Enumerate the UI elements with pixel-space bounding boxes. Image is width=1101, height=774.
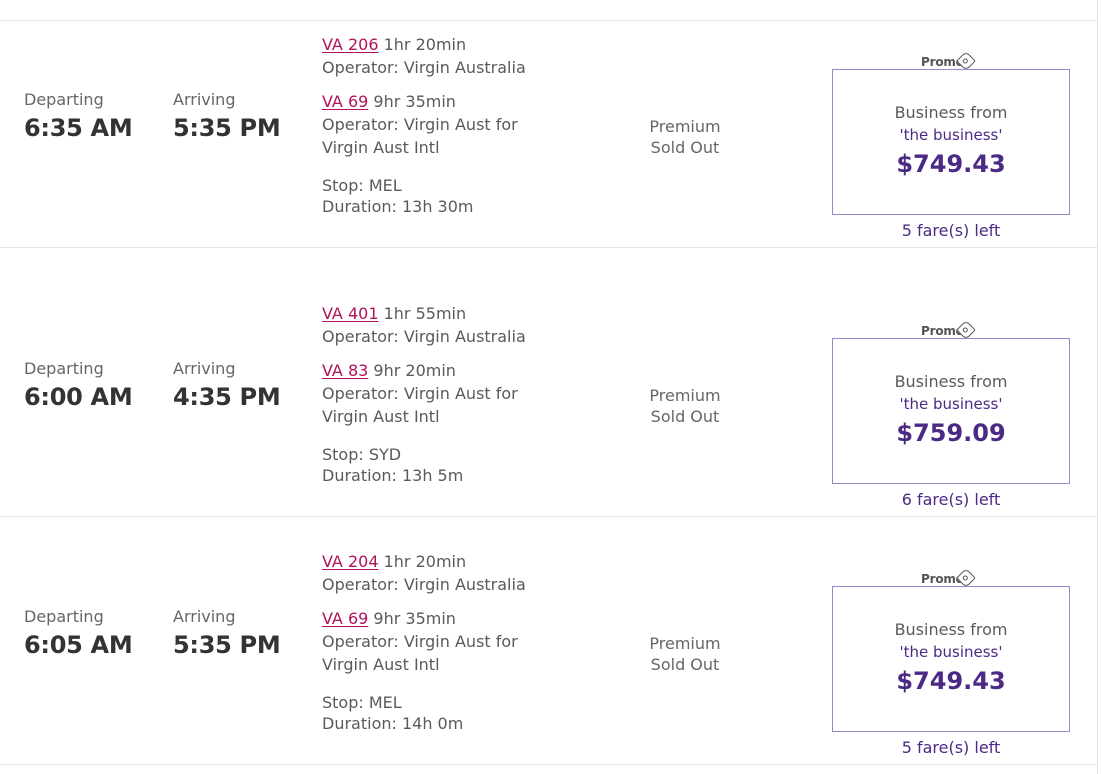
segment: VA 69 9hr 35min Operator: Virgin Aust fo…: [322, 90, 622, 159]
fares-left: 5 fare(s) left: [901, 221, 1001, 240]
promo-badge: Promo: [916, 320, 980, 345]
departure-time: 6:05 AM: [24, 631, 133, 659]
flight-details: VA 204 1hr 20min Operator: Virgin Austra…: [322, 550, 622, 734]
segment: VA 206 1hr 20min Operator: Virgin Austra…: [322, 33, 622, 79]
fare-brand: 'the business': [899, 126, 1003, 144]
segment-duration: 1hr 20min: [383, 552, 467, 571]
departing-label: Departing: [24, 359, 104, 378]
fares-left: 5 fare(s) left: [901, 738, 1001, 757]
premium-fare-status: Premium Sold Out: [620, 633, 750, 675]
fare-class: Business from: [894, 372, 1008, 391]
departure-time: 6:35 AM: [24, 114, 133, 142]
previous-row-edge: [0, 0, 1097, 21]
flight-number-link[interactable]: VA 206: [322, 35, 379, 54]
flight-number-link[interactable]: VA 69: [322, 609, 369, 628]
premium-label: Premium: [649, 634, 721, 653]
arrival-time: 5:35 PM: [173, 114, 281, 142]
flight-row: Departing 6:35 AM Arriving 5:35 PM VA 20…: [0, 0, 1097, 248]
stop: Stop: MEL: [322, 693, 402, 712]
operator: Operator: Virgin Aust for: [322, 632, 518, 651]
arrival: Arriving 5:35 PM: [173, 607, 281, 661]
business-fare-button[interactable]: Business from 'the business' $749.43: [832, 69, 1070, 215]
promo-label: Promo: [921, 324, 964, 338]
operator: Operator: Virgin Australia: [322, 327, 526, 346]
promo-badge: Promo: [916, 568, 980, 593]
arrival: Arriving 4:35 PM: [173, 359, 281, 413]
segment: VA 69 9hr 35min Operator: Virgin Aust fo…: [322, 607, 622, 676]
stop-info: Stop: SYD Duration: 13h 5m: [322, 444, 622, 486]
fare-class: Business from: [894, 103, 1008, 122]
operator: Operator: Virgin Aust for: [322, 115, 518, 134]
operator-continued: Virgin Aust Intl: [322, 407, 440, 426]
fare-price: $749.43: [896, 667, 1006, 695]
sold-out-label: Sold Out: [650, 655, 720, 674]
sold-out-label: Sold Out: [650, 407, 720, 426]
arrival-time: 5:35 PM: [173, 631, 281, 659]
flight-row: Departing 6:00 AM Arriving 4:35 PM VA 40…: [0, 269, 1097, 517]
operator-continued: Virgin Aust Intl: [322, 655, 440, 674]
promo-badge: Promo: [916, 51, 980, 76]
segment-duration: 9hr 35min: [373, 609, 456, 628]
stop-info: Stop: MEL Duration: 14h 0m: [322, 692, 622, 734]
fare-brand: 'the business': [899, 643, 1003, 661]
arrival: Arriving 5:35 PM: [173, 90, 281, 144]
departure-time: 6:00 AM: [24, 383, 133, 411]
arrival-time: 4:35 PM: [173, 383, 281, 411]
sold-out-label: Sold Out: [650, 138, 720, 157]
stop: Stop: MEL: [322, 176, 402, 195]
premium-label: Premium: [649, 117, 721, 136]
stop-info: Stop: MEL Duration: 13h 30m: [322, 175, 622, 217]
fare-class: Business from: [894, 620, 1008, 639]
premium-fare-status: Premium Sold Out: [620, 385, 750, 427]
segment-duration: 1hr 20min: [383, 35, 467, 54]
arriving-label: Arriving: [173, 359, 236, 378]
premium-label: Premium: [649, 386, 721, 405]
segment: VA 401 1hr 55min Operator: Virgin Austra…: [322, 302, 622, 348]
business-fare-button[interactable]: Business from 'the business' $749.43: [832, 586, 1070, 732]
flight-details: VA 206 1hr 20min Operator: Virgin Austra…: [322, 33, 622, 217]
flight-number-link[interactable]: VA 401: [322, 304, 379, 323]
arriving-label: Arriving: [173, 90, 236, 109]
segment: VA 204 1hr 20min Operator: Virgin Austra…: [322, 550, 622, 596]
departing-label: Departing: [24, 90, 104, 109]
departure: Departing 6:35 AM: [24, 90, 133, 144]
operator: Operator: Virgin Australia: [322, 58, 526, 77]
departing-label: Departing: [24, 607, 104, 626]
flight-details: VA 401 1hr 55min Operator: Virgin Austra…: [322, 302, 622, 486]
premium-fare-status: Premium Sold Out: [620, 116, 750, 158]
segment-duration: 9hr 35min: [373, 92, 456, 111]
total-duration: Duration: 14h 0m: [322, 714, 464, 733]
arriving-label: Arriving: [173, 607, 236, 626]
fare-price: $749.43: [896, 150, 1006, 178]
business-fare-button[interactable]: Business from 'the business' $759.09: [832, 338, 1070, 484]
flight-row: Departing 6:05 AM Arriving 5:35 PM VA 20…: [0, 517, 1097, 765]
promo-label: Promo: [921, 572, 964, 586]
departure: Departing 6:05 AM: [24, 607, 133, 661]
operator: Operator: Virgin Australia: [322, 575, 526, 594]
promo-label: Promo: [921, 55, 964, 69]
segment-duration: 9hr 20min: [373, 361, 456, 380]
fare-price: $759.09: [896, 419, 1006, 447]
operator: Operator: Virgin Aust for: [322, 384, 518, 403]
stop: Stop: SYD: [322, 445, 402, 464]
flight-number-link[interactable]: VA 83: [322, 361, 369, 380]
total-duration: Duration: 13h 30m: [322, 197, 474, 216]
fare-brand: 'the business': [899, 395, 1003, 413]
fares-left: 6 fare(s) left: [901, 490, 1001, 509]
departure: Departing 6:00 AM: [24, 359, 133, 413]
segment-duration: 1hr 55min: [383, 304, 467, 323]
flight-number-link[interactable]: VA 204: [322, 552, 379, 571]
operator-continued: Virgin Aust Intl: [322, 138, 440, 157]
flight-number-link[interactable]: VA 69: [322, 92, 369, 111]
segment: VA 83 9hr 20min Operator: Virgin Aust fo…: [322, 359, 622, 428]
total-duration: Duration: 13h 5m: [322, 466, 464, 485]
